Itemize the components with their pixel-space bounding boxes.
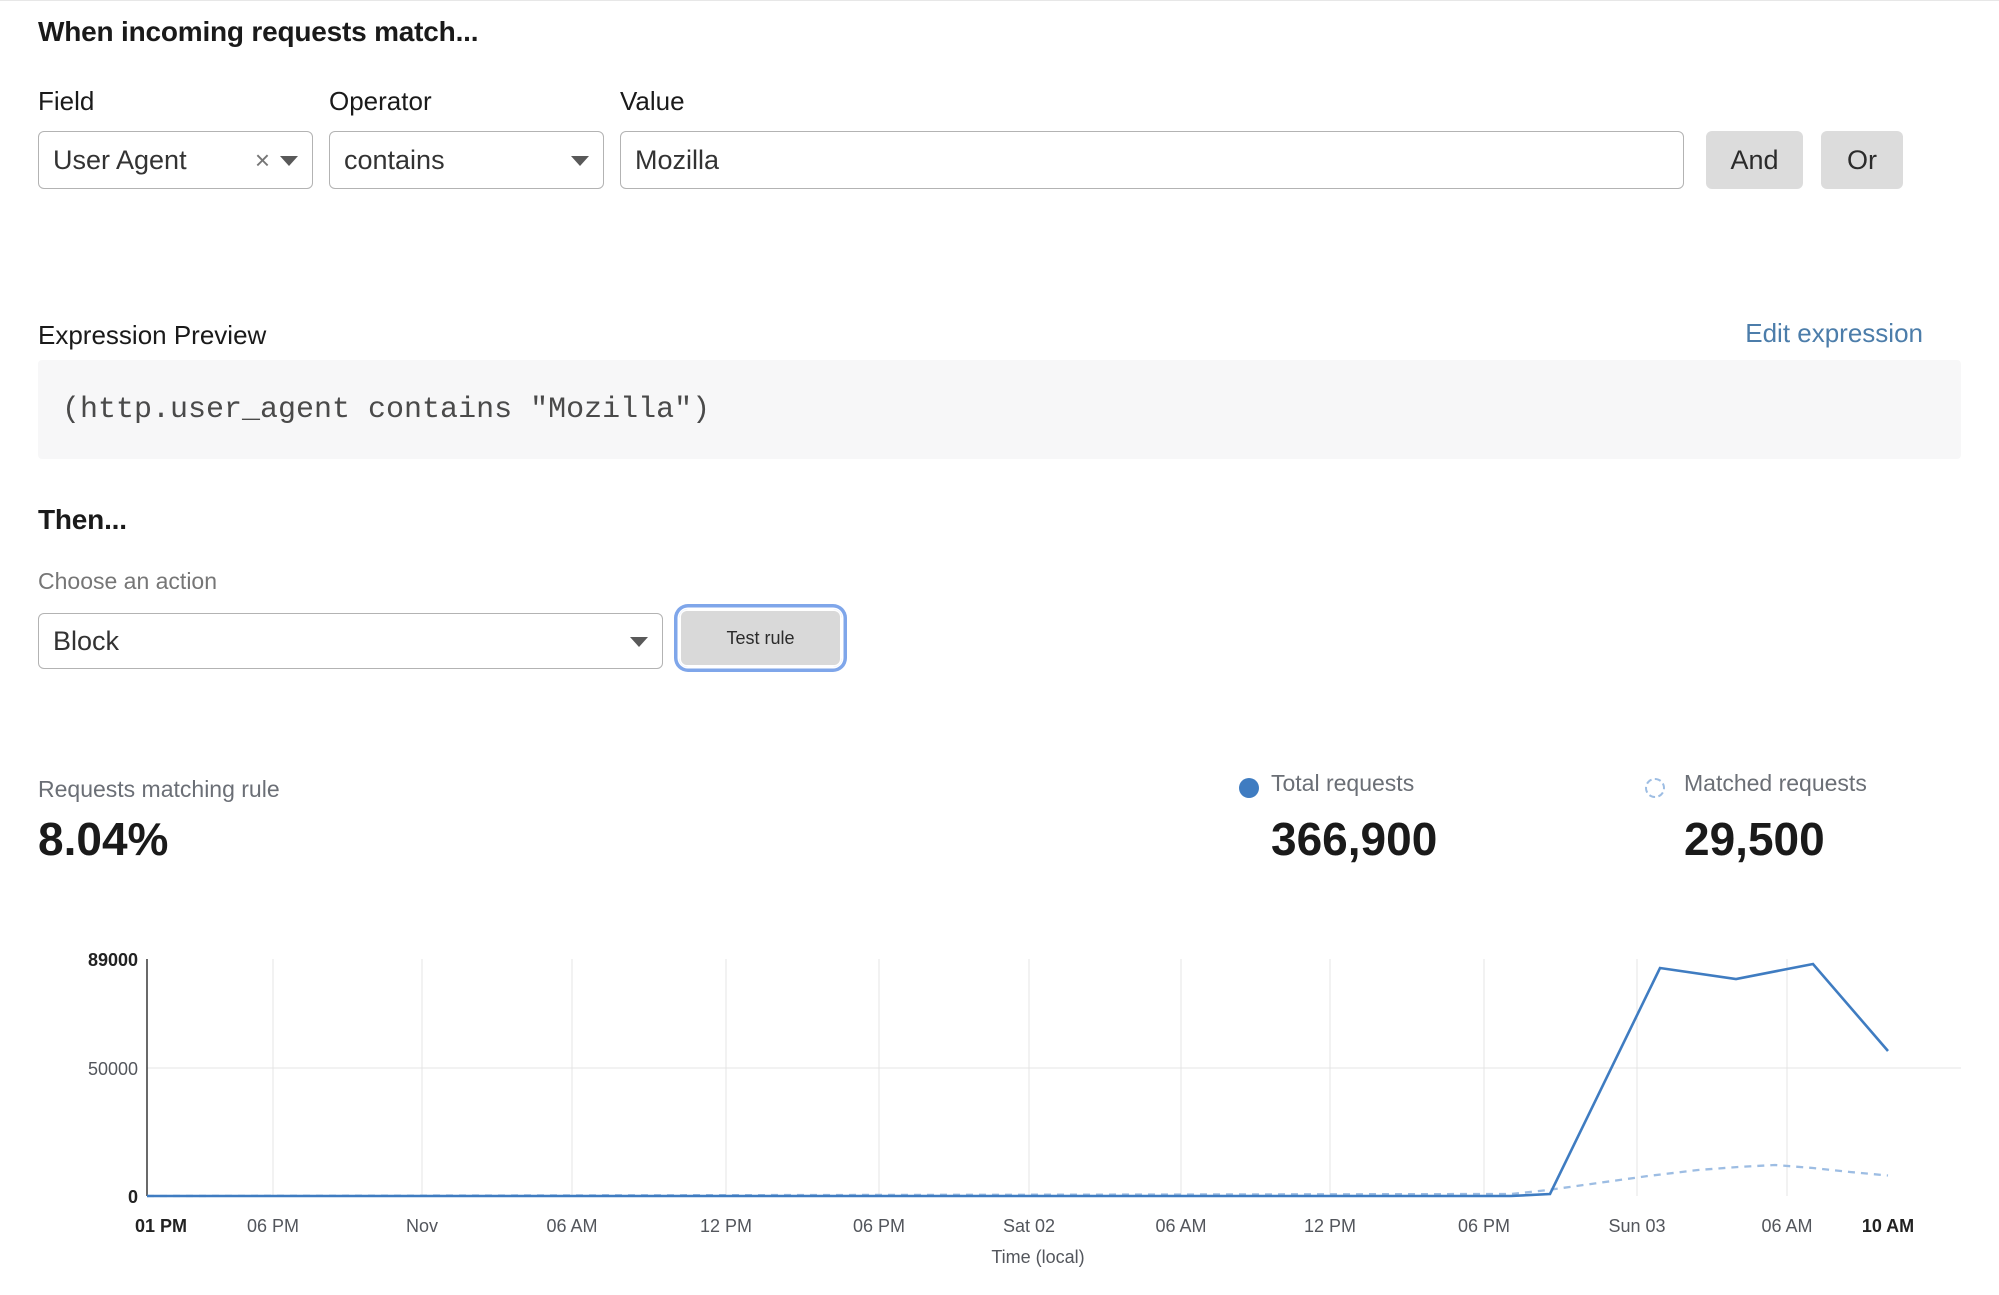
svg-text:89000: 89000 <box>88 951 138 970</box>
svg-text:06 AM: 06 AM <box>1761 1216 1812 1236</box>
svg-text:Nov: Nov <box>406 1216 438 1236</box>
svg-text:0: 0 <box>128 1187 138 1207</box>
svg-text:06 PM: 06 PM <box>247 1216 299 1236</box>
svg-text:10 AM: 10 AM <box>1862 1216 1914 1236</box>
svg-text:Time (local): Time (local) <box>991 1247 1084 1267</box>
svg-text:Sun 03: Sun 03 <box>1608 1216 1665 1236</box>
svg-text:12 PM: 12 PM <box>1304 1216 1356 1236</box>
svg-text:50000: 50000 <box>88 1059 138 1079</box>
svg-text:06 PM: 06 PM <box>853 1216 905 1236</box>
svg-text:12 PM: 12 PM <box>700 1216 752 1236</box>
svg-text:06 AM: 06 AM <box>546 1216 597 1236</box>
svg-text:06 PM: 06 PM <box>1458 1216 1510 1236</box>
svg-text:06 AM: 06 AM <box>1155 1216 1206 1236</box>
svg-text:01 PM: 01 PM <box>135 1216 187 1236</box>
svg-text:Sat 02: Sat 02 <box>1003 1216 1055 1236</box>
